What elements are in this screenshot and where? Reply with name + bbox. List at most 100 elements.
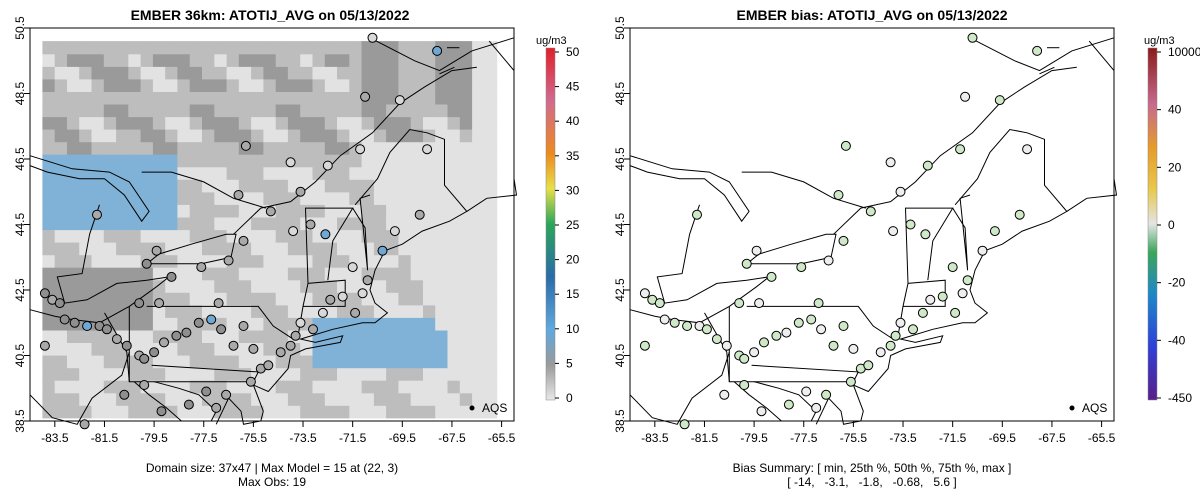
model-cell: [423, 342, 436, 356]
right-colorbar-unit: ug/m3: [1144, 35, 1175, 47]
model-cell: [152, 191, 166, 205]
model-cell: [91, 166, 105, 180]
model-cell: [435, 216, 449, 231]
model-cell: [214, 166, 228, 180]
model-cell: [447, 304, 461, 318]
model-cell: [275, 154, 289, 168]
model-cell: [251, 166, 264, 180]
colorbar-tick-label: 40: [566, 114, 580, 128]
obs-point: [201, 386, 212, 397]
model-cell: [287, 103, 301, 118]
model-cell: [373, 229, 387, 243]
bias-point: [796, 262, 807, 273]
model-cell: [349, 367, 363, 381]
model-cell: [79, 103, 93, 118]
obs-point: [275, 347, 286, 358]
model-cell: [398, 317, 412, 331]
model-cell: [337, 392, 350, 406]
model-cell: [386, 380, 399, 394]
bias-point: [950, 307, 961, 318]
model-cell: [103, 292, 117, 306]
model-cell: [447, 342, 461, 356]
bias-point: [848, 343, 859, 354]
model-cell: [177, 116, 191, 130]
model-cell: [337, 141, 350, 155]
bias-point: [920, 229, 931, 240]
model-cell: [67, 116, 80, 130]
model-cell: [361, 78, 375, 92]
model-cell: [398, 141, 412, 155]
model-cell: [398, 279, 412, 293]
model-cell: [287, 66, 301, 80]
bias-point: [682, 321, 693, 331]
model-cell: [312, 141, 326, 155]
x-tick-label: -77.5: [790, 431, 818, 445]
model-cell: [459, 292, 473, 306]
model-cell: [312, 392, 326, 406]
y-tick-label: 42.5: [613, 278, 627, 302]
model-cell: [349, 66, 363, 80]
model-cell: [189, 141, 203, 155]
model-cell: [140, 392, 154, 406]
model-cell: [361, 254, 375, 268]
model-cell: [324, 329, 338, 343]
model-cell: [423, 254, 436, 268]
model-cell: [189, 91, 203, 105]
left-y-axis: 38.5 40.5 42.5 44.5 46.5 48.5 50.5: [13, 16, 30, 433]
colorbar-tick-label: -450: [1168, 391, 1192, 405]
model-cell: [202, 342, 215, 356]
model-cell: [165, 129, 179, 143]
model-cell: [398, 116, 412, 130]
left-coast-segment: [29, 155, 150, 223]
model-cell: [337, 166, 350, 180]
model-cell: [42, 154, 56, 168]
model-cell: [67, 179, 80, 193]
model-cell: [42, 229, 56, 243]
model-cell: [202, 355, 215, 369]
bias-point: [977, 245, 988, 256]
model-cell: [287, 129, 301, 143]
model-cell: [275, 141, 289, 155]
model-cell: [116, 141, 129, 155]
model-cell: [263, 91, 277, 105]
model-cell: [214, 267, 228, 281]
model-cell: [238, 204, 252, 218]
obs-point: [193, 317, 204, 328]
bias-point: [888, 226, 899, 237]
model-cell: [472, 129, 485, 143]
model-cell: [103, 116, 117, 130]
model-cell: [410, 405, 424, 419]
bias-point: [806, 314, 817, 325]
model-cell: [275, 166, 289, 180]
bias-point: [937, 291, 948, 302]
model-cell: [312, 191, 326, 205]
model-cell: [128, 141, 142, 155]
obs-point: [394, 95, 405, 106]
model-cell: [287, 405, 301, 419]
model-cell: [226, 154, 240, 168]
model-cell: [459, 242, 473, 256]
model-cell: [189, 242, 203, 256]
model-cell: [152, 204, 166, 218]
model-cell: [238, 78, 252, 92]
model-cell: [67, 304, 80, 318]
obs-point: [295, 317, 306, 328]
model-cell: [79, 242, 93, 256]
model-cell: [423, 179, 436, 193]
bias-point: [890, 330, 901, 341]
model-cell: [263, 279, 277, 293]
obs-point: [69, 317, 80, 328]
model-cell: [361, 53, 375, 67]
model-cell: [423, 53, 436, 67]
model-cell: [116, 317, 129, 331]
x-tick-label: -69.5: [389, 431, 417, 445]
model-cell: [67, 329, 80, 343]
model-cell: [54, 53, 68, 67]
model-cell: [349, 342, 363, 356]
model-cell: [140, 129, 154, 143]
model-cell: [324, 216, 338, 231]
model-cell: [238, 279, 252, 293]
obs-point: [101, 324, 112, 335]
model-cell: [423, 91, 436, 105]
model-cell: [484, 53, 498, 67]
